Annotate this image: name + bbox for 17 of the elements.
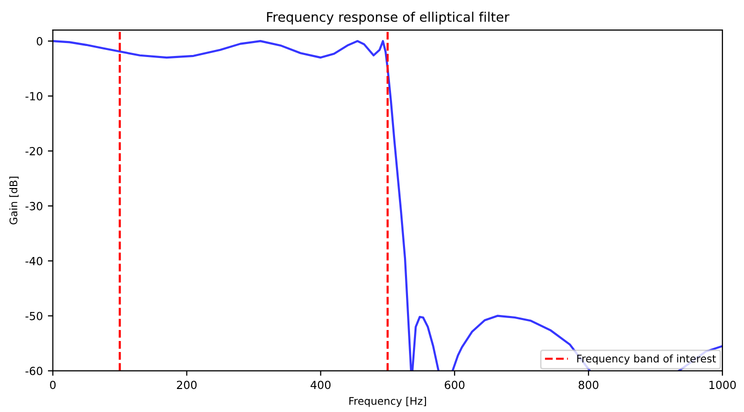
y-axis-title: Gain [dB] <box>9 176 19 224</box>
y-tick-label: -30 <box>26 202 42 210</box>
y-tick-label: -40 <box>26 256 42 266</box>
x-tick-label: 400 <box>310 380 331 390</box>
y-tick-label: -50 <box>26 312 42 320</box>
x-tick-label: 0 <box>50 380 56 390</box>
x-tick-label: 1000 <box>710 380 736 390</box>
x-axis-title: Frequency [Hz] <box>349 396 426 407</box>
legend-label: Frequency band of interest <box>577 354 716 365</box>
y-tick-label: -10 <box>26 92 42 100</box>
y-tick-label: -20 <box>26 146 42 156</box>
chart-title: Frequency response of elliptical filter <box>267 12 510 24</box>
x-tick-label: 600 <box>444 380 464 390</box>
y-tick-label: 0 <box>36 37 42 46</box>
x-tick-label: 800 <box>578 380 598 390</box>
x-tick-label: 200 <box>176 380 197 390</box>
y-tick-label: -60 <box>26 366 42 376</box>
